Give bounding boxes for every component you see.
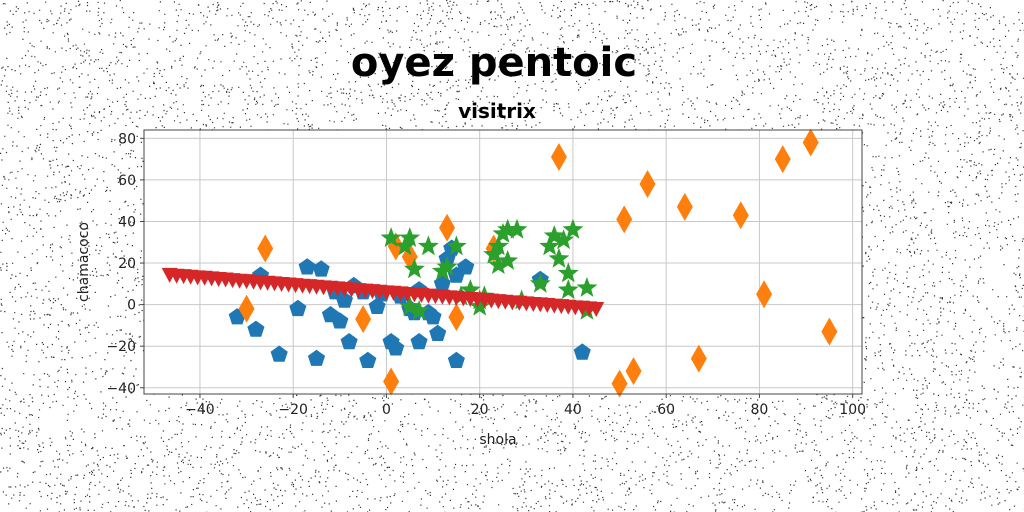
chart-subtitle: visitrix — [458, 99, 536, 123]
diamond-point — [448, 303, 465, 332]
y-tick-label: 60 — [118, 173, 136, 189]
y-tick-label: 20 — [118, 256, 136, 272]
diamond-point — [550, 143, 567, 172]
pentagon-point — [340, 333, 358, 350]
pentagon-point — [298, 258, 316, 275]
x-tick-label: 60 — [657, 402, 675, 418]
pentagon-point — [307, 349, 326, 366]
x-tick-label: 100 — [839, 402, 866, 418]
x-tick-label: −40 — [185, 402, 215, 418]
pentagon-point — [247, 320, 265, 337]
star-point — [404, 258, 425, 279]
y-axis-label: chamacoco — [76, 222, 92, 302]
pentagon-point — [433, 274, 451, 292]
star-point — [497, 250, 519, 270]
diamond-point — [774, 145, 791, 174]
pentagon-point — [368, 297, 386, 314]
plot-frame — [143, 129, 863, 395]
y-axis-ticks: −40 −20 0 20 40 60 80 — [106, 131, 144, 397]
star-point — [497, 218, 519, 239]
x-axis-ticks: −40 −20 0 20 40 60 80 100 — [185, 394, 866, 418]
star-point — [487, 254, 509, 274]
diamond-point — [802, 128, 819, 157]
plot-area: −40 −20 0 20 40 60 80 100 −40 −20 0 20 40 60 80 — [106, 128, 866, 418]
chart-title: oyez pentoic — [351, 40, 637, 86]
star-point — [562, 218, 584, 239]
pentagon-point — [335, 291, 353, 308]
pentagon-point — [424, 308, 442, 325]
star-point — [459, 279, 481, 299]
y-tick-label: 40 — [118, 214, 136, 230]
pentagon-point — [573, 343, 591, 360]
pentagon-point — [270, 345, 288, 362]
star-point — [529, 272, 551, 293]
star-point — [436, 256, 458, 277]
series-diamond — [238, 128, 838, 398]
star-point — [487, 235, 509, 256]
diamond-point — [257, 234, 274, 263]
x-tick-label: 20 — [471, 402, 489, 418]
pentagon-point — [457, 258, 475, 275]
star-point — [539, 235, 561, 256]
star-point — [576, 277, 598, 297]
star-point — [543, 225, 565, 245]
pentagon-point — [359, 351, 377, 368]
x-tick-label: 40 — [564, 402, 582, 418]
diamond-point — [821, 317, 838, 346]
star-point — [506, 218, 528, 239]
diamond-point — [639, 170, 656, 199]
x-tick-label: 80 — [751, 402, 769, 418]
diamond-point — [625, 357, 642, 386]
diamond-point — [690, 344, 707, 373]
diamond-point — [676, 192, 693, 221]
star-point — [557, 279, 579, 299]
star-point — [445, 235, 467, 256]
pentagon-point — [410, 333, 428, 350]
star-point — [548, 247, 570, 268]
diamond-point — [439, 213, 456, 242]
pentagon-point — [312, 260, 330, 277]
pentagon-point — [387, 339, 405, 356]
y-tick-label: 0 — [127, 298, 136, 314]
diamond-point — [611, 369, 628, 398]
star-point — [380, 227, 402, 247]
pentagon-point — [289, 299, 307, 317]
diamond-point — [732, 201, 749, 230]
diamond-point — [756, 280, 773, 309]
diamond-point — [616, 205, 633, 234]
diamond-point — [383, 367, 400, 396]
pentagon-point — [331, 312, 349, 329]
pentagon-point — [447, 351, 465, 368]
star-point — [399, 295, 421, 316]
star-point — [553, 229, 575, 250]
star-point — [557, 262, 579, 283]
star-point — [408, 299, 430, 320]
y-tick-label: −20 — [106, 339, 136, 355]
diamond-point — [238, 294, 255, 323]
diamond-point — [355, 305, 372, 334]
series-layer — [161, 128, 838, 398]
pentagon-point — [429, 324, 447, 341]
star-point — [417, 235, 439, 256]
x-tick-label: −20 — [278, 402, 308, 418]
y-tick-label: −40 — [106, 381, 136, 397]
y-tick-label: 80 — [118, 131, 136, 147]
x-tick-label: 0 — [382, 402, 391, 418]
star-point — [399, 227, 421, 247]
triangle-down-point — [588, 301, 605, 317]
star-point — [469, 295, 491, 316]
x-axis-label: shola — [479, 432, 516, 448]
series-triangle-down — [161, 267, 605, 317]
